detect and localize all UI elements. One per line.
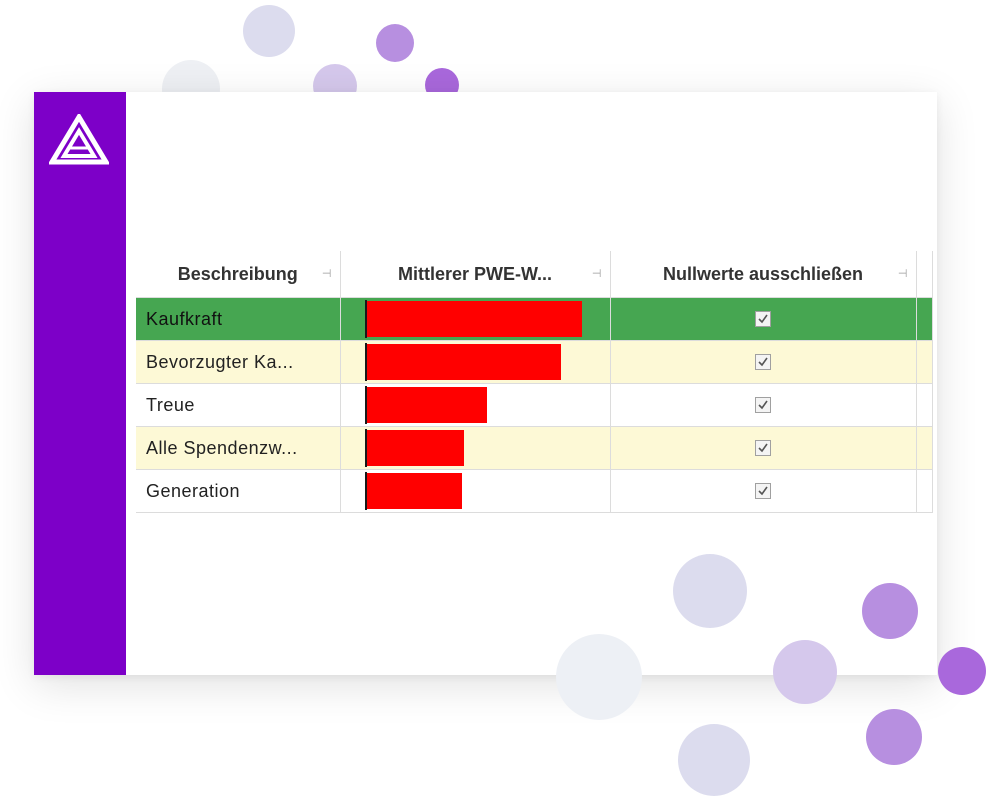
column-header-beschreibung[interactable]: Beschreibung ⊣ <box>136 251 341 298</box>
row-checkbox-cell <box>610 426 917 470</box>
pin-icon[interactable]: ⊣ <box>591 268 602 280</box>
grid-header-row: Beschreibung ⊣ Mittlerer PWE-W... ⊣ Null… <box>136 251 933 298</box>
column-header-mittlerer-pwe[interactable]: Mittlerer PWE-W... ⊣ <box>340 251 611 298</box>
exclude-null-checkbox[interactable] <box>755 397 771 413</box>
data-bar <box>366 387 487 423</box>
check-icon <box>758 443 768 453</box>
row-filler-cell <box>916 469 933 513</box>
column-header-nullwerte[interactable]: Nullwerte ausschließen ⊣ <box>610 251 917 298</box>
bar-axis <box>364 386 367 424</box>
row-bar-cell <box>340 469 611 513</box>
table-row[interactable]: Generation <box>136 469 933 513</box>
bar-axis <box>364 472 367 510</box>
row-checkbox-cell <box>610 297 917 341</box>
row-description: Kaufkraft <box>136 297 341 341</box>
data-bar <box>366 301 582 337</box>
data-bar <box>366 473 462 509</box>
row-bar-cell <box>340 340 611 384</box>
pin-icon[interactable]: ⊣ <box>897 268 908 280</box>
row-checkbox-cell <box>610 469 917 513</box>
row-description: Alle Spendenzw... <box>136 426 341 470</box>
table-row[interactable]: Kaufkraft <box>136 297 933 341</box>
decor-bubble <box>862 583 918 639</box>
row-checkbox-cell <box>610 340 917 384</box>
row-bar-cell <box>340 426 611 470</box>
exclude-null-checkbox[interactable] <box>755 440 771 456</box>
row-description: Bevorzugter Ka... <box>136 340 341 384</box>
check-icon <box>758 400 768 410</box>
exclude-null-checkbox[interactable] <box>755 311 771 327</box>
decor-bubble <box>678 724 750 796</box>
bar-axis <box>364 300 367 338</box>
column-header-label: Mittlerer PWE-W... <box>397 263 552 284</box>
row-description: Generation <box>136 469 341 513</box>
row-filler-cell <box>916 383 933 427</box>
decor-bubble <box>773 640 837 704</box>
table-row[interactable]: Treue <box>136 383 933 427</box>
row-filler-cell <box>916 340 933 384</box>
decor-bubble <box>243 5 295 57</box>
decor-bubble <box>866 709 922 765</box>
data-bar <box>366 430 464 466</box>
column-header-filler <box>916 251 933 298</box>
bar-axis <box>364 343 367 381</box>
table-row[interactable]: Bevorzugter Ka... <box>136 340 933 384</box>
check-icon <box>758 486 768 496</box>
data-grid: Beschreibung ⊣ Mittlerer PWE-W... ⊣ Null… <box>136 251 933 513</box>
table-row[interactable]: Alle Spendenzw... <box>136 426 933 470</box>
row-description: Treue <box>136 383 341 427</box>
exclude-null-checkbox[interactable] <box>755 354 771 370</box>
decor-bubble <box>376 24 414 62</box>
row-checkbox-cell <box>610 383 917 427</box>
decor-bubble <box>673 554 747 628</box>
check-icon <box>758 357 768 367</box>
sidebar <box>34 92 126 675</box>
row-bar-cell <box>340 297 611 341</box>
column-header-label: Nullwerte ausschließen <box>662 263 864 284</box>
data-bar <box>366 344 561 380</box>
row-bar-cell <box>340 383 611 427</box>
column-header-label: Beschreibung <box>177 263 298 284</box>
pin-icon[interactable]: ⊣ <box>321 268 332 280</box>
decor-bubble <box>938 647 986 695</box>
row-filler-cell <box>916 297 933 341</box>
bar-axis <box>364 429 367 467</box>
exclude-null-checkbox[interactable] <box>755 483 771 499</box>
decor-bubble <box>556 634 642 720</box>
row-filler-cell <box>916 426 933 470</box>
check-icon <box>758 314 768 324</box>
triangle-logo-icon <box>47 112 111 166</box>
